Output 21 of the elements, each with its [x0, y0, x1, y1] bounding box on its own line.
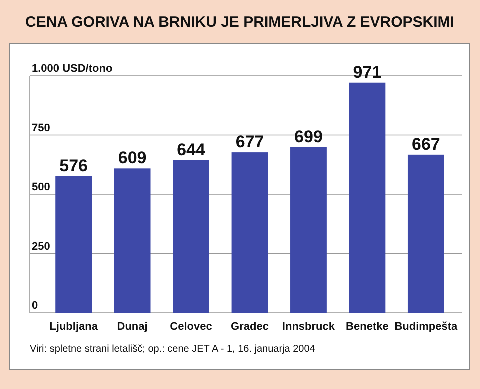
x-tick-label: Budimpešta — [394, 321, 459, 333]
text: Viri: spletne strani letališč; op.: cene JET A - 1, 16. januarja 2004 — [30, 344, 316, 355]
y-tick-label: 750 — [32, 122, 50, 134]
data-label: 609 — [118, 148, 147, 168]
data-label: 971 — [353, 62, 382, 82]
y-tick-label: 0 — [32, 300, 38, 312]
data-label: 644 — [177, 140, 206, 160]
x-tick-label: Innsbruck — [282, 321, 336, 333]
x-tick-label: Celovec — [170, 321, 212, 333]
data-label: 699 — [294, 127, 323, 146]
y-tick-label: 250 — [32, 240, 50, 253]
data-label: 576 — [60, 156, 88, 176]
chart-title: CENA GORIVA NA BRNIKU JE PRIMERLJIVA Z EVROPSKIMI — [26, 14, 454, 31]
data-label: 667 — [412, 134, 440, 154]
x-tick-label: Gradec — [231, 321, 269, 333]
y-tick-label: 1.000 USD/tono — [32, 63, 113, 75]
x-tick-label: Ljubljana — [50, 321, 99, 333]
data-label: 677 — [236, 132, 264, 152]
y-tick-label: 500 — [32, 182, 50, 194]
x-tick-label: Benetke — [346, 321, 389, 333]
x-tick-label: Dunaj — [117, 321, 148, 333]
